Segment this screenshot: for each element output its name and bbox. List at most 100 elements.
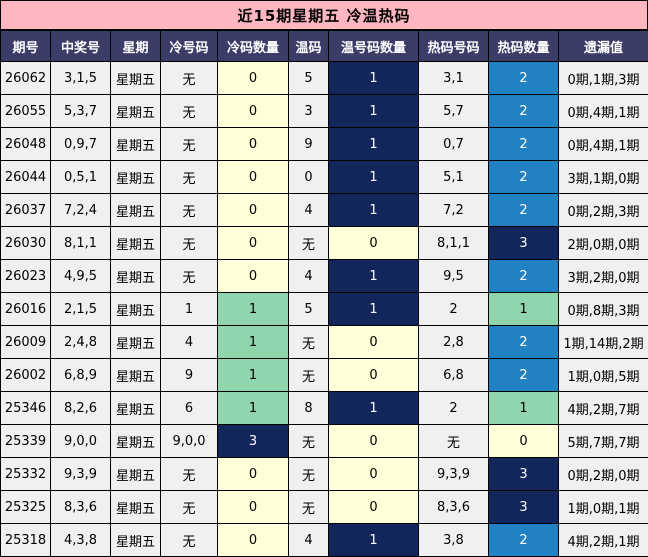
period-cell: 25332 xyxy=(0,457,51,491)
cold-numbers-cell: 无 xyxy=(160,523,218,557)
hot-count-cell: 2 xyxy=(488,325,559,359)
winning-number-cell: 4,3,8 xyxy=(50,523,111,557)
omission-cell: 1期,0期,1期 xyxy=(558,490,648,524)
winning-number-cell: 8,1,1 xyxy=(50,226,111,260)
warm-numbers-cell: 无 xyxy=(288,325,329,359)
cold-count-cell: 0 xyxy=(217,523,289,557)
period-cell: 26055 xyxy=(0,94,51,128)
cold-count-cell: 0 xyxy=(217,94,289,128)
weekday-cell: 星期五 xyxy=(110,259,161,293)
hot-numbers-cell: 2,8 xyxy=(418,325,489,359)
warm-numbers-cell: 4 xyxy=(288,523,329,557)
hot-count-cell: 2 xyxy=(488,523,559,557)
hot-numbers-cell: 9,5 xyxy=(418,259,489,293)
omission-cell: 4期,2期,7期 xyxy=(558,391,648,425)
cold-count-cell: 3 xyxy=(217,424,289,458)
omission-cell: 0期,4期,1期 xyxy=(558,94,648,128)
warm-count-cell: 1 xyxy=(328,193,419,227)
winning-number-cell: 8,2,6 xyxy=(50,391,111,425)
period-cell: 26044 xyxy=(0,160,51,194)
cold-numbers-cell: 4 xyxy=(160,325,218,359)
period-cell: 25339 xyxy=(0,424,51,458)
table-row: 26037 7,2,4 星期五无 0 4 1 7,2 2 0期,2期,3期 xyxy=(0,193,648,227)
cold-count-cell: 1 xyxy=(217,358,289,392)
cold-count-cell: 0 xyxy=(217,160,289,194)
warm-numbers-cell: 5 xyxy=(288,61,329,95)
period-cell: 25318 xyxy=(0,523,51,557)
weekday-cell: 星期五 xyxy=(110,160,161,194)
cold-count-cell: 0 xyxy=(217,259,289,293)
weekday-cell: 星期五 xyxy=(110,61,161,95)
table-row: 25339 9,0,0 星期五 9,0,0 3 无 0 无 0 5期,7期,7期 xyxy=(0,424,648,458)
hot-count-cell: 3 xyxy=(488,457,559,491)
table-row: 25332 9,3,9 星期五无 0 无 0 9,3,9 3 0期,2期,0期 xyxy=(0,457,648,491)
table-row: 26048 0,9,7 星期五无 0 9 1 0,7 2 0期,4期,1期 xyxy=(0,127,648,161)
omission-cell: 0期,8期,3期 xyxy=(558,292,648,326)
col-header-period: 期号 xyxy=(0,30,51,62)
winning-number-cell: 7,2,4 xyxy=(50,193,111,227)
omission-cell: 3期,1期,0期 xyxy=(558,160,648,194)
cold-numbers-cell: 无 xyxy=(160,160,218,194)
hot-count-cell: 2 xyxy=(488,127,559,161)
period-cell: 26062 xyxy=(0,61,51,95)
hot-numbers-cell: 9,3,9 xyxy=(418,457,489,491)
warm-numbers-cell: 无 xyxy=(288,457,329,491)
hot-numbers-cell: 7,2 xyxy=(418,193,489,227)
weekday-cell: 星期五 xyxy=(110,424,161,458)
table-row: 25346 8,2,6 星期五 6 1 8 1 2 1 4期,2期,7期 xyxy=(0,391,648,425)
omission-cell: 1期,0期,5期 xyxy=(558,358,648,392)
warm-numbers-cell: 无 xyxy=(288,226,329,260)
table-row: 26016 2,1,5 星期五 1 1 5 1 2 1 0期,8期,3期 xyxy=(0,292,648,326)
warm-numbers-cell: 9 xyxy=(288,127,329,161)
period-cell: 26009 xyxy=(0,325,51,359)
data-table: 期号 中奖号 星期 冷号码 冷码数量 温码 温号码数量 热码号码 热码数量 遗漏… xyxy=(0,30,648,557)
page-title: 近15期星期五 冷温热码 xyxy=(0,0,648,30)
omission-cell: 5期,7期,7期 xyxy=(558,424,648,458)
warm-numbers-cell: 无 xyxy=(288,358,329,392)
hot-numbers-cell: 2 xyxy=(418,391,489,425)
table-row: 26009 2,4,8 星期五 4 1 无 0 2,8 2 1期,14期,2期 xyxy=(0,325,648,359)
winning-number-cell: 9,0,0 xyxy=(50,424,111,458)
table-row: 26062 3,1,5 星期五无 0 5 1 3,1 2 0期,1期,3期 xyxy=(0,61,648,95)
weekday-cell: 星期五 xyxy=(110,325,161,359)
table-header: 期号 中奖号 星期 冷号码 冷码数量 温码 温号码数量 热码号码 热码数量 遗漏… xyxy=(0,30,648,62)
col-header-hot-numbers: 热码号码 xyxy=(418,30,489,62)
warm-count-cell: 1 xyxy=(328,391,419,425)
warm-count-cell: 0 xyxy=(328,358,419,392)
cold-count-cell: 0 xyxy=(217,193,289,227)
warm-count-cell: 1 xyxy=(328,523,419,557)
weekday-cell: 星期五 xyxy=(110,358,161,392)
cold-numbers-cell: 无 xyxy=(160,94,218,128)
period-cell: 25346 xyxy=(0,391,51,425)
weekday-cell: 星期五 xyxy=(110,226,161,260)
col-header-hot-count: 热码数量 xyxy=(488,30,559,62)
hot-numbers-cell: 无 xyxy=(418,424,489,458)
warm-count-cell: 0 xyxy=(328,325,419,359)
weekday-cell: 星期五 xyxy=(110,127,161,161)
table-row: 25318 4,3,8 星期五无 0 4 1 3,8 2 4期,2期,1期 xyxy=(0,523,648,557)
hot-count-cell: 0 xyxy=(488,424,559,458)
cold-numbers-cell: 无 xyxy=(160,490,218,524)
weekday-cell: 星期五 xyxy=(110,193,161,227)
hot-count-cell: 2 xyxy=(488,160,559,194)
hot-numbers-cell: 3,1 xyxy=(418,61,489,95)
period-cell: 26016 xyxy=(0,292,51,326)
warm-count-cell: 1 xyxy=(328,292,419,326)
hot-numbers-cell: 8,1,1 xyxy=(418,226,489,260)
table-body: 26062 3,1,5 星期五无 0 5 1 3,1 2 0期,1期,3期 26055 5,3,7 星… xyxy=(0,61,648,557)
warm-numbers-cell: 8 xyxy=(288,391,329,425)
hot-count-cell: 2 xyxy=(488,61,559,95)
weekday-cell: 星期五 xyxy=(110,94,161,128)
cold-count-cell: 1 xyxy=(217,292,289,326)
warm-count-cell: 0 xyxy=(328,424,419,458)
weekday-cell: 星期五 xyxy=(110,523,161,557)
omission-cell: 4期,2期,1期 xyxy=(558,523,648,557)
period-cell: 26037 xyxy=(0,193,51,227)
col-header-cold-count: 冷码数量 xyxy=(217,30,289,62)
hot-numbers-cell: 5,1 xyxy=(418,160,489,194)
hot-count-cell: 3 xyxy=(488,226,559,260)
col-header-cold-numbers: 冷号码 xyxy=(160,30,218,62)
warm-count-cell: 1 xyxy=(328,127,419,161)
warm-count-cell: 0 xyxy=(328,490,419,524)
